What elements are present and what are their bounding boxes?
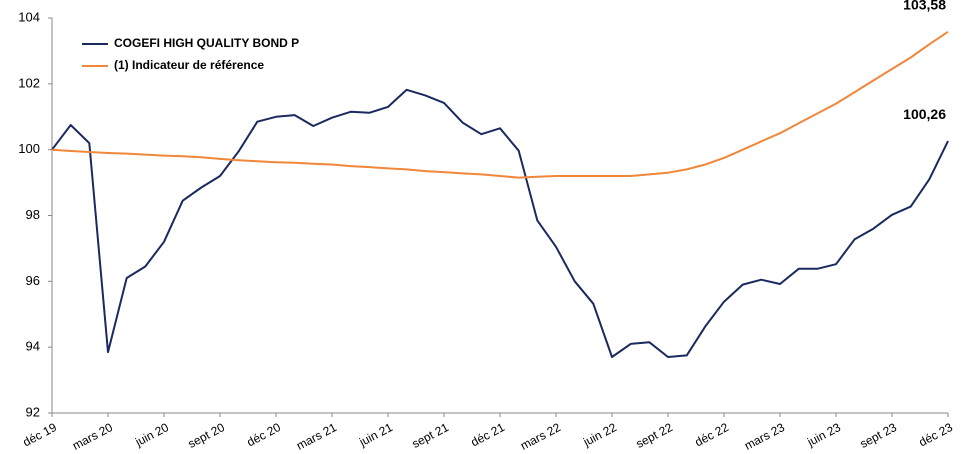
x-tick-label: juin 23	[804, 420, 843, 450]
series-line	[51, 30, 949, 179]
x-tick-label: mars 21	[294, 420, 339, 453]
x-tick-label: déc 20	[245, 420, 284, 449]
y-tick-label: 100	[18, 141, 40, 156]
x-tick-label: sept 23	[858, 420, 900, 451]
x-tick-label: déc 19	[21, 420, 60, 449]
legend-label: COGEFI HIGH QUALITY BOND P	[114, 36, 299, 50]
x-tick-label: déc 22	[693, 420, 732, 449]
series-line	[51, 88, 949, 358]
y-tick-label: 102	[18, 75, 40, 90]
data-label: 103,58	[903, 0, 946, 13]
legend-label: (1) Indicateur de référence	[114, 58, 264, 72]
x-tick-label: sept 20	[186, 420, 228, 451]
x-tick-label: juin 21	[356, 420, 395, 450]
x-tick-label: sept 22	[634, 420, 676, 451]
y-tick-label: 92	[26, 404, 40, 419]
x-tick-label: mars 22	[518, 420, 563, 453]
x-tick-label: mars 23	[742, 420, 787, 453]
x-tick-label: déc 23	[917, 420, 956, 449]
x-tick-label: mars 20	[70, 420, 115, 453]
y-tick-label: 96	[26, 273, 40, 288]
x-tick-label: déc 21	[469, 420, 508, 449]
y-tick-label: 104	[18, 9, 40, 24]
x-tick-label: juin 20	[132, 420, 171, 450]
y-tick-label: 94	[26, 339, 40, 354]
x-tick-label: juin 22	[580, 420, 619, 450]
y-tick-label: 98	[26, 207, 40, 222]
data-label: 100,26	[903, 106, 946, 122]
x-tick-label: sept 21	[410, 420, 452, 451]
